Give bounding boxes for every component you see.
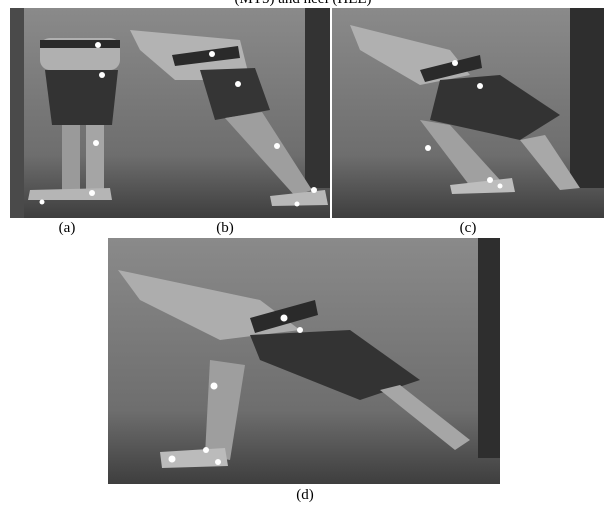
photo-c	[332, 8, 604, 218]
panel-label: (d)	[296, 487, 314, 504]
figure-page: (MT5) and heel (HEE)	[0, 0, 606, 506]
photo-b	[122, 8, 330, 218]
panel-label: (a)	[59, 220, 76, 237]
figure-photos	[0, 0, 606, 506]
panel-label: (b)	[216, 220, 234, 237]
panel-label: (c)	[460, 220, 477, 237]
photo-a	[10, 8, 122, 218]
photo-d	[108, 238, 500, 484]
